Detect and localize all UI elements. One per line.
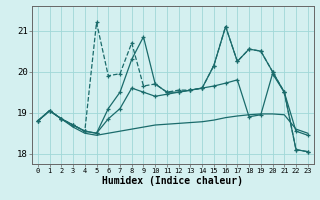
X-axis label: Humidex (Indice chaleur): Humidex (Indice chaleur) (102, 176, 243, 186)
